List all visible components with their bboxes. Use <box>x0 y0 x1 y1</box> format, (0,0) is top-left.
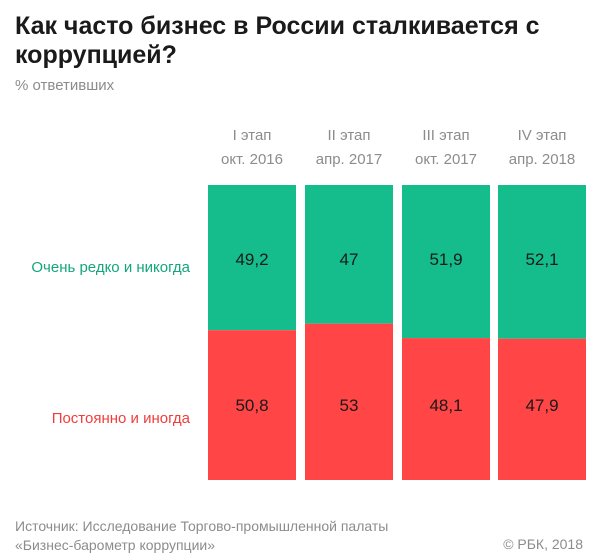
copyright: © РБК, 2018 <box>503 536 583 552</box>
bar-segment-rarely <box>305 185 393 324</box>
category-label-date: окт. 2017 <box>415 151 477 168</box>
bar-segment-often <box>305 323 393 480</box>
category-label-date: окт. 2016 <box>221 151 283 168</box>
data-label-rarely: 49,2 <box>235 250 268 269</box>
data-label-rarely: 47 <box>340 250 359 269</box>
bar-segment-rarely <box>498 185 586 339</box>
data-label-often: 48,1 <box>429 396 462 415</box>
data-label-rarely: 51,9 <box>429 250 462 269</box>
series-label-often: Постоянно и иногда <box>52 410 191 427</box>
chart-title: Как часто бизнес в России сталкивается с… <box>15 12 540 69</box>
source-line-2: «Бизнес-барометр коррупции» <box>15 537 215 553</box>
bar-segment-often <box>498 338 586 480</box>
category-label-date: апр. 2017 <box>316 151 383 168</box>
data-label-often: 50,8 <box>235 396 268 415</box>
source-line-1: Источник: Исследование Торгово-промышлен… <box>15 518 389 534</box>
source-note: Источник: Исследование Торгово-промышлен… <box>15 517 455 555</box>
category-label-stage: III этап <box>422 127 469 144</box>
data-label-often: 53 <box>340 396 359 415</box>
bar-segment-often <box>208 330 296 480</box>
bar-segment-rarely <box>208 185 296 331</box>
category-label-stage: I этап <box>233 127 272 144</box>
chart-subtitle: % ответивших <box>15 77 115 94</box>
bar-segment-often <box>402 338 490 480</box>
data-label-rarely: 52,1 <box>525 250 558 269</box>
data-label-often: 47,9 <box>525 396 558 415</box>
category-label-date: апр. 2018 <box>509 151 576 168</box>
bar-segment-rarely <box>402 185 490 339</box>
category-label-stage: IV этап <box>518 127 567 144</box>
series-label-rarely: Очень редко и никогда <box>31 259 190 276</box>
category-label-stage: II этап <box>328 127 371 144</box>
